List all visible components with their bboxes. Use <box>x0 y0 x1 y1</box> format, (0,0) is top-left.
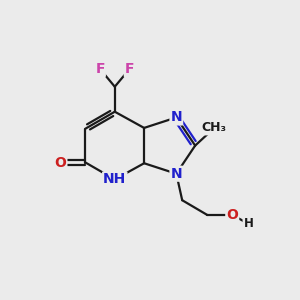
Text: NH: NH <box>103 172 126 186</box>
Text: F: F <box>95 62 105 76</box>
Text: H: H <box>244 217 254 230</box>
Text: F: F <box>125 62 134 76</box>
Text: N: N <box>170 167 182 181</box>
Text: CH₃: CH₃ <box>202 122 227 134</box>
Text: N: N <box>170 110 182 124</box>
Text: O: O <box>55 155 66 170</box>
Text: O: O <box>226 208 238 222</box>
